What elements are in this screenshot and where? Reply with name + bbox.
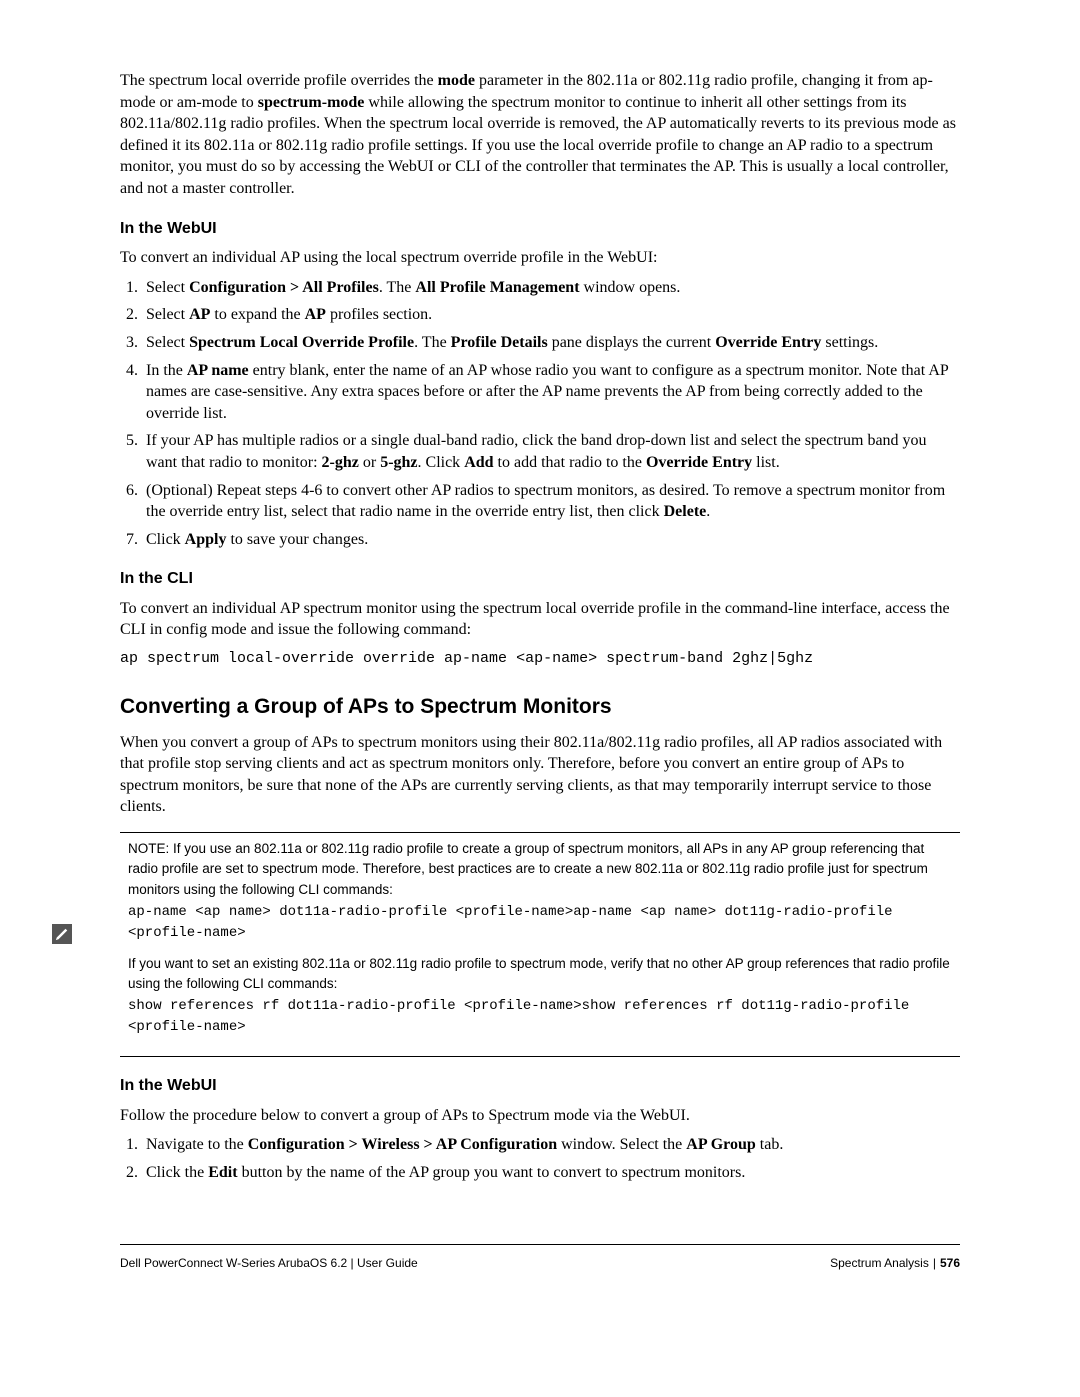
cli-heading-1: In the CLI <box>120 568 960 590</box>
note-para-1: NOTE: If you use an 802.11a or 802.11g r… <box>128 839 952 900</box>
intro-text-a: The spectrum local override profile over… <box>120 72 438 89</box>
footer-right: Spectrum Analysis|576 <box>830 1255 960 1271</box>
webui-intro-1: To convert an individual AP using the lo… <box>120 247 960 269</box>
list-item: If your AP has multiple radios or a sing… <box>142 430 960 473</box>
webui-intro-2: Follow the procedure below to convert a … <box>120 1105 960 1127</box>
webui-list-2: Navigate to the Configuration > Wireless… <box>142 1134 960 1183</box>
intro-bold-spectrum: spectrum-mode <box>258 94 365 111</box>
note-block: NOTE: If you use an 802.11a or 802.11g r… <box>120 832 960 1057</box>
note-content: NOTE: If you use an 802.11a or 802.11g r… <box>120 832 960 1057</box>
note-code-1: ap-name <ap name> dot11a-radio-profile <… <box>128 902 952 944</box>
section2-intro: When you convert a group of APs to spect… <box>120 732 960 818</box>
webui-list-1: Select Configuration > All Profiles. The… <box>142 277 960 551</box>
webui-heading-2: In the WebUI <box>120 1075 960 1097</box>
list-item: Click the Edit button by the name of the… <box>142 1162 960 1184</box>
list-item: Select Configuration > All Profiles. The… <box>142 277 960 299</box>
webui-heading-1: In the WebUI <box>120 218 960 240</box>
section2-heading: Converting a Group of APs to Spectrum Mo… <box>120 693 960 721</box>
page-footer: Dell PowerConnect W-Series ArubaOS 6.2 |… <box>120 1244 960 1271</box>
list-item: Select Spectrum Local Override Profile. … <box>142 332 960 354</box>
list-item: Navigate to the Configuration > Wireless… <box>142 1134 960 1156</box>
list-item: Select AP to expand the AP profiles sect… <box>142 304 960 326</box>
note-icon <box>52 924 72 944</box>
footer-left: Dell PowerConnect W-Series ArubaOS 6.2 |… <box>120 1255 418 1271</box>
cli-intro-1: To convert an individual AP spectrum mon… <box>120 598 960 641</box>
cli-code-1: ap spectrum local-override override ap-n… <box>120 649 960 669</box>
list-item: Click Apply to save your changes. <box>142 529 960 551</box>
list-item: In the AP name entry blank, enter the na… <box>142 360 960 425</box>
note-para-2: If you want to set an existing 802.11a o… <box>128 954 952 995</box>
note-code-2: show references rf dot11a-radio-profile … <box>128 996 952 1038</box>
intro-bold-mode: mode <box>438 72 475 89</box>
list-item: (Optional) Repeat steps 4-6 to convert o… <box>142 480 960 523</box>
intro-paragraph: The spectrum local override profile over… <box>120 70 960 200</box>
